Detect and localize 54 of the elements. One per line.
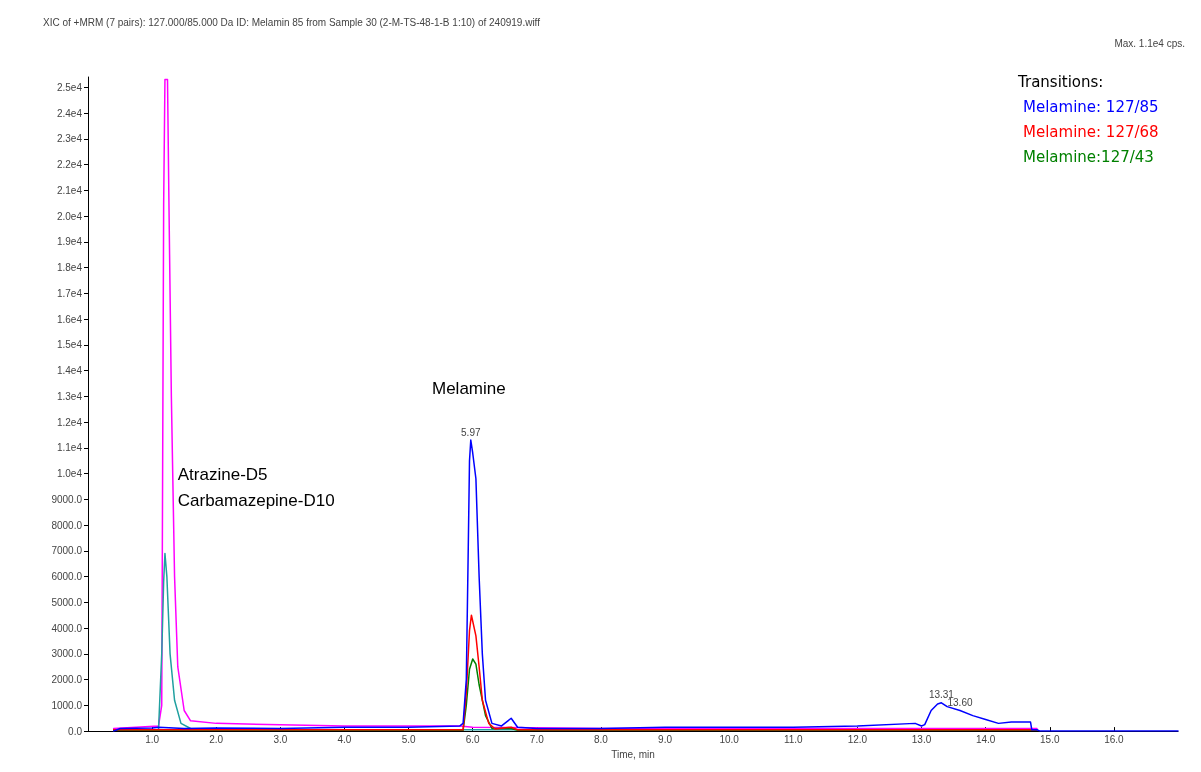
x-tick-label: 6.0 <box>465 733 481 745</box>
x-tick-label: 14.0 <box>975 733 996 745</box>
chart-title: XIC of +MRM (7 pairs): 127.000/85.000 Da ID: Melamin 85 from Sample 30 (2-M-TS-48-1-B 1:10) of 240919.wiff <box>43 16 541 28</box>
x-tick-label: 10.0 <box>719 733 740 745</box>
x-axis-title: Time, min <box>611 748 655 760</box>
y-tick-label: 1.0e4 <box>56 468 83 480</box>
y-tick-label: 6000.0 <box>51 571 83 583</box>
y-tick-label: 1.2e4 <box>56 416 83 428</box>
x-tick-label: 16.0 <box>1104 733 1125 745</box>
y-tick-label: 2.0e4 <box>56 210 83 222</box>
annotation: Carbamazepine-D10 <box>177 491 335 511</box>
y-tick-label: 1.7e4 <box>56 287 83 299</box>
x-tick-label: 1.0 <box>145 733 160 745</box>
annotation: Atrazine-D5 <box>177 465 268 485</box>
x-tick-label: 7.0 <box>529 733 545 745</box>
y-tick-label: 2.2e4 <box>56 159 83 171</box>
y-tick-label: 1000.0 <box>51 699 83 711</box>
y-tick-label: 1.8e4 <box>56 262 83 274</box>
text: Melamine:127/43 <box>1023 147 1154 166</box>
x-tick-label: 15.0 <box>1040 733 1060 745</box>
y-tick-label: 2.3e4 <box>56 133 83 145</box>
y-tick-label: 4000.0 <box>51 622 83 634</box>
x-tick-label: 3.0 <box>273 733 288 745</box>
text: Melamine: 127/85 <box>1023 97 1159 116</box>
annotation: Melamine <box>432 379 506 398</box>
y-tick-label: 7000.0 <box>51 545 83 557</box>
x-tick-label: 9.0 <box>658 733 673 745</box>
y-tick-label: 2000.0 <box>51 674 83 686</box>
text: Max. 1.1e4 cps. <box>1114 37 1185 49</box>
y-tick-label: 1.4e4 <box>56 365 83 377</box>
line-series <box>112 439 1179 732</box>
legend-title: Transitions: <box>1017 72 1104 91</box>
x-tick-label: 4.0 <box>337 733 352 745</box>
y-tick-label: 2.1e4 <box>56 184 83 196</box>
y-tick-label: 1.1e4 <box>56 442 83 454</box>
annotation: 5.97 <box>461 426 481 438</box>
y-tick-label: 1.5e4 <box>56 339 83 351</box>
x-tick-label: 13.0 <box>911 733 932 745</box>
y-tick-label: 2.5e4 <box>56 81 83 93</box>
y-tick-label: 1.3e4 <box>56 390 83 402</box>
x-tick-label: 11.0 <box>783 733 804 745</box>
text: Melamine: 127/68 <box>1023 122 1159 141</box>
y-tick-label: 1.9e4 <box>56 236 83 248</box>
y-tick-label: 2.4e4 <box>56 107 83 119</box>
x-tick-label: 2.0 <box>209 733 224 745</box>
y-tick-label: 1.6e4 <box>56 313 83 325</box>
y-tick-label: 3000.0 <box>51 648 83 660</box>
x-tick-label: 5.0 <box>401 733 416 745</box>
y-tick-label: 9000.0 <box>51 493 83 505</box>
y-tick-label: 8000.0 <box>51 519 83 531</box>
y-tick-label: 5000.0 <box>51 596 83 608</box>
y-tick-label: 0.0 <box>68 725 83 737</box>
x-tick-label: 8.0 <box>593 733 609 745</box>
x-tick-label: 12.0 <box>847 733 868 745</box>
